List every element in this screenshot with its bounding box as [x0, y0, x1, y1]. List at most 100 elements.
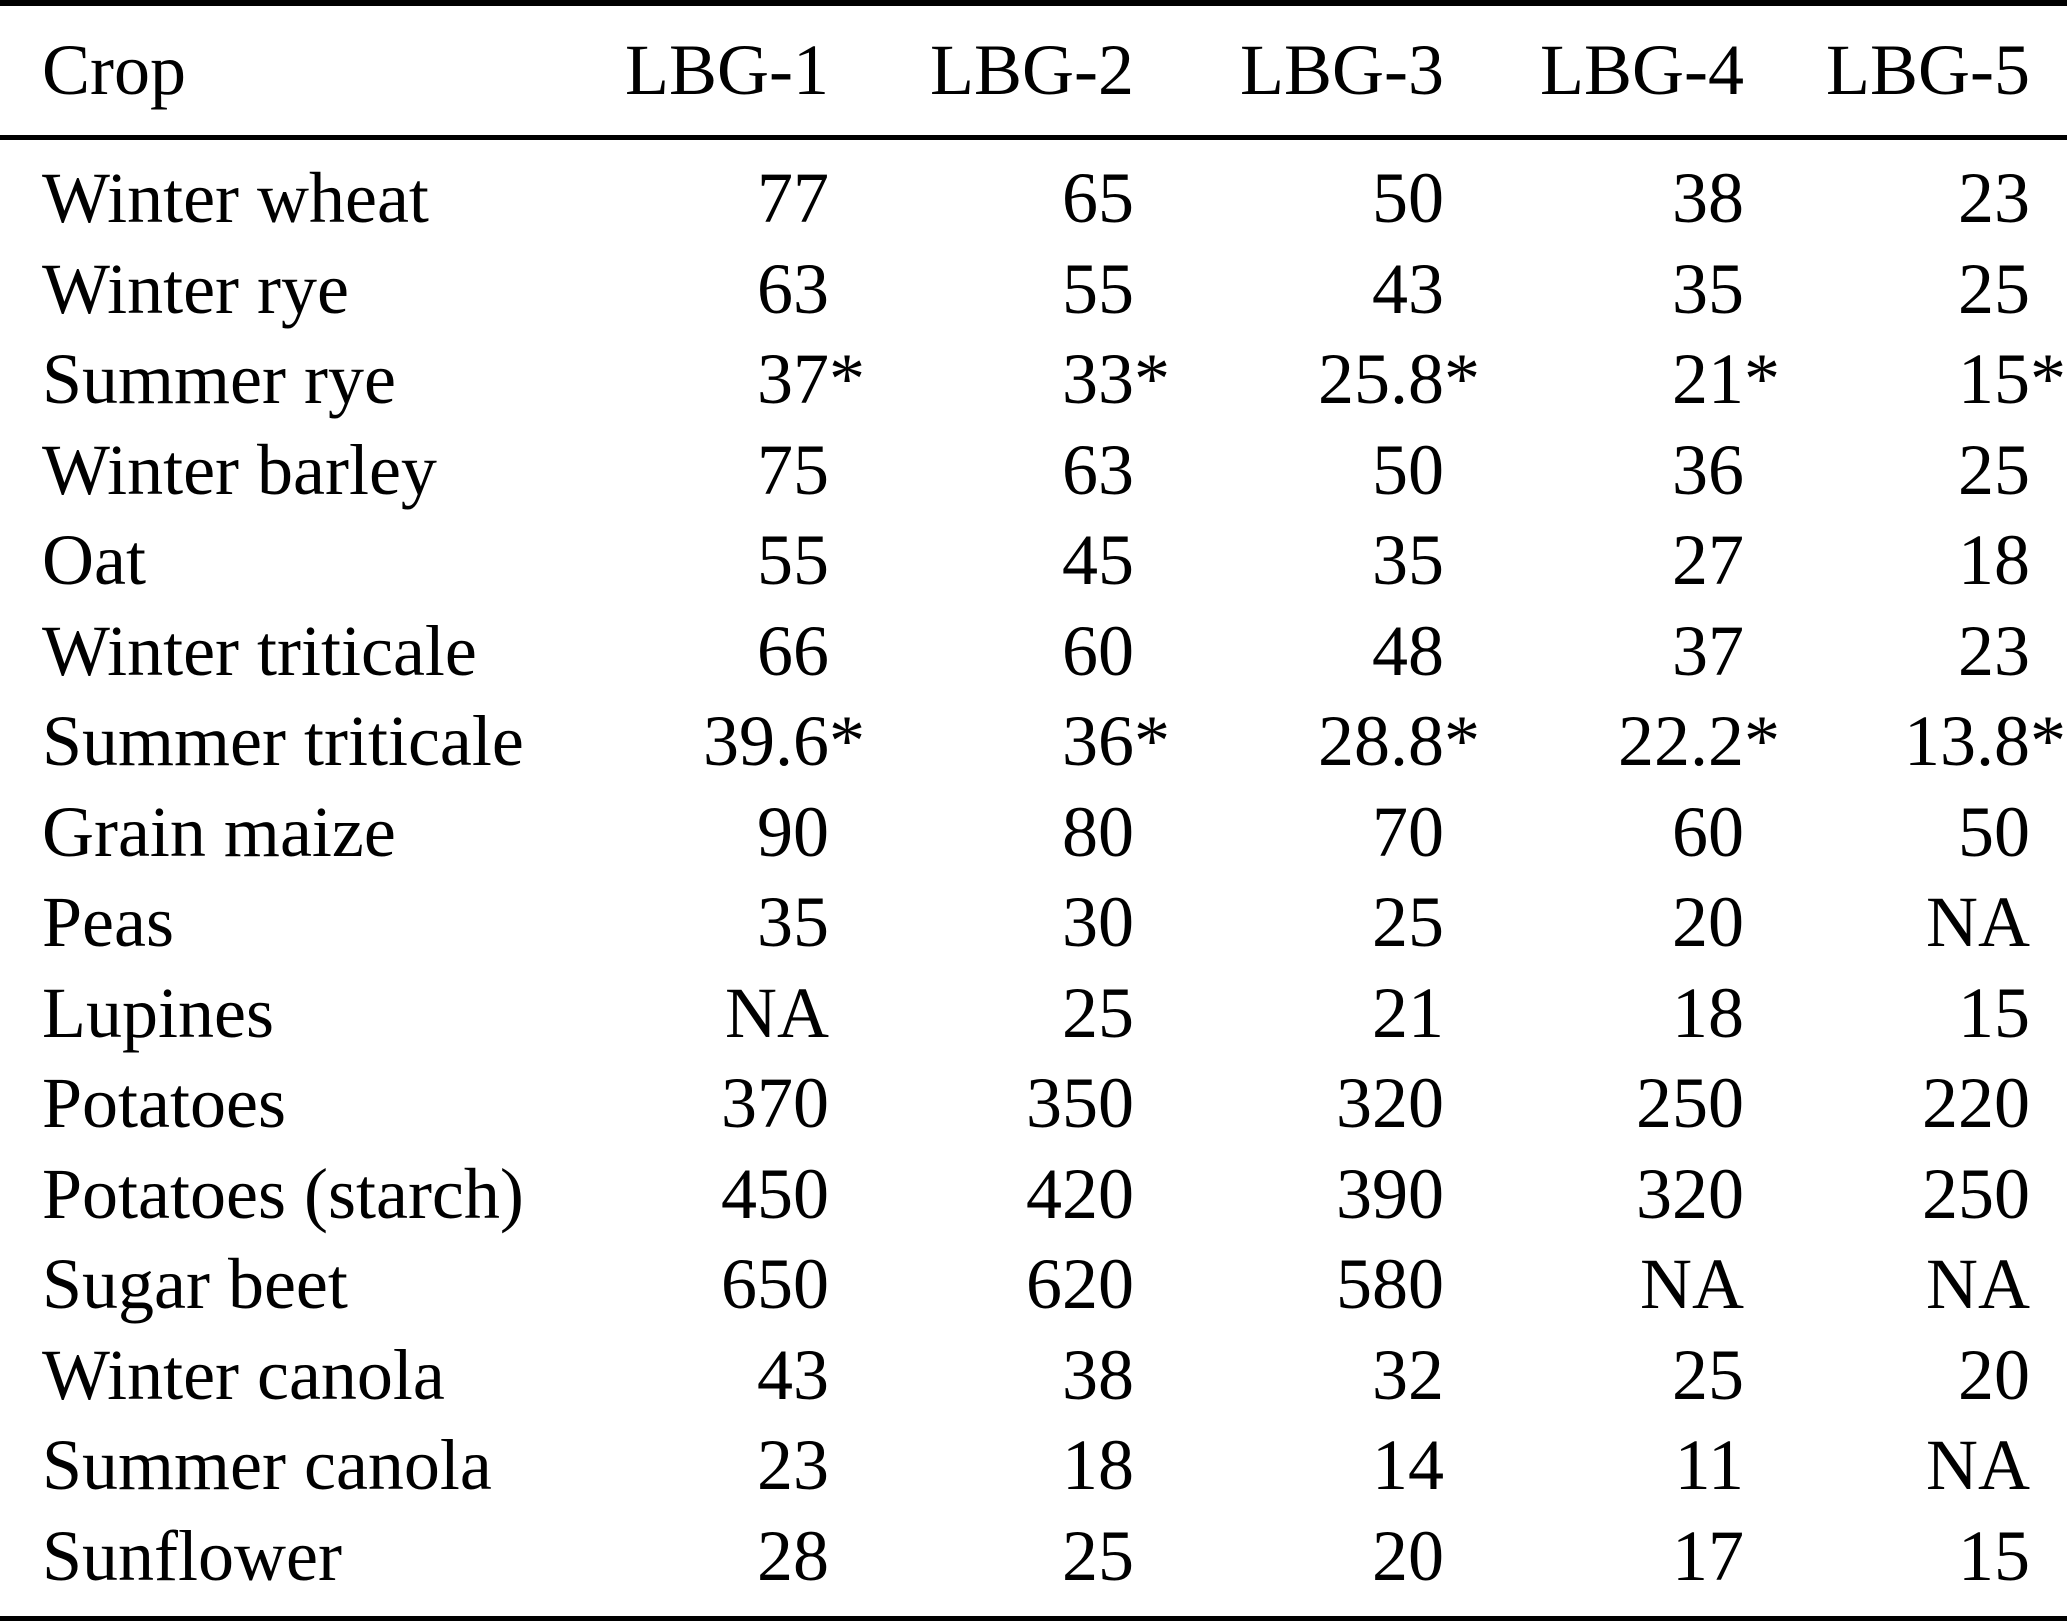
value-cell: 11 [1674, 1425, 1744, 1505]
value-cell: 25 [1672, 1334, 1744, 1415]
value-cell: 450 [721, 1153, 829, 1234]
table-row: Winter barley 75 63 50 36 25 [0, 425, 2067, 516]
crop-name-cell: Peas [42, 882, 174, 962]
crop-name-cell: Winter rye [42, 248, 349, 329]
value-cell: 77 [757, 158, 829, 238]
value-cell: 60 [1062, 610, 1134, 691]
value-cell: 23 [1958, 158, 2030, 238]
table-row: Winter rye 63 55 43 35 25 [0, 244, 2067, 335]
value-cell: 250 [1636, 1063, 1744, 1143]
value-cell: 20 [1372, 1515, 1444, 1596]
value-cell: 13.8* [1904, 701, 2066, 781]
value-cell: 38 [1672, 158, 1744, 238]
value-cell: 14 [1372, 1425, 1444, 1505]
col-header-crop: Crop [0, 3, 590, 140]
value-cell: 66 [757, 610, 829, 691]
value-cell: 63 [757, 248, 829, 329]
table-row: Sunflower 28 25 20 17 15 [0, 1511, 2067, 1619]
value-cell: 25 [1958, 429, 2030, 510]
value-cell: 220 [1922, 1063, 2030, 1143]
crop-name-cell: Sugar beet [42, 1244, 348, 1324]
value-cell: 25 [1062, 972, 1134, 1053]
col-header-lbg-1: LBG-1 [590, 3, 830, 140]
value-cell: 650 [721, 1244, 829, 1324]
value-cell: 27 [1672, 520, 1744, 600]
value-cell: 37 [1672, 610, 1744, 691]
table-row: Sugar beet 650 620 580 NA NA [0, 1239, 2067, 1330]
crop-name-cell: Sunflower [42, 1515, 342, 1596]
value-cell: NA [1926, 1244, 2030, 1324]
value-cell: 50 [1372, 158, 1444, 238]
table-header: Crop LBG-1 LBG-2 LBG-3 LBG-4 LBG-5 [0, 3, 2067, 140]
table-row: Winter canola 43 38 32 25 20 [0, 1330, 2067, 1421]
value-cell: 75 [757, 429, 829, 510]
value-cell: 37* [757, 339, 865, 419]
value-cell: 38 [1062, 1334, 1134, 1415]
value-cell: 30 [1062, 882, 1134, 962]
crop-name-cell: Lupines [42, 972, 274, 1053]
value-cell: 35 [1372, 520, 1444, 600]
value-cell: 90 [757, 791, 829, 872]
value-cell: 21 [1372, 972, 1444, 1053]
value-cell: 390 [1336, 1153, 1444, 1234]
value-cell: NA [725, 972, 829, 1053]
value-cell: NA [1640, 1244, 1744, 1324]
col-header-lbg-4: LBG-4 [1445, 3, 1745, 140]
value-cell: 320 [1636, 1153, 1744, 1234]
crop-name-cell: Winter wheat [42, 158, 429, 238]
value-cell: 70 [1372, 791, 1444, 872]
value-cell: 250 [1922, 1153, 2030, 1234]
value-cell: 80 [1062, 791, 1134, 872]
value-cell: 55 [1062, 248, 1134, 329]
value-cell: 18 [1062, 1425, 1134, 1505]
value-cell: 15 [1958, 972, 2030, 1053]
crop-name-cell: Grain maize [42, 791, 396, 872]
header-row: Crop LBG-1 LBG-2 LBG-3 LBG-4 LBG-5 [0, 3, 2067, 140]
table-row: Winter wheat 77 65 50 38 23 [0, 138, 2067, 244]
table-row: Summer canola 23 18 14 11 NA [0, 1420, 2067, 1511]
crop-name-cell: Summer triticale [42, 701, 524, 781]
value-cell: 320 [1336, 1063, 1444, 1143]
table-row: Potatoes 370 350 320 250 220 [0, 1058, 2067, 1149]
table-row: Winter triticale 66 60 48 37 23 [0, 606, 2067, 697]
value-cell: 21* [1672, 339, 1780, 419]
value-cell: 35 [757, 882, 829, 962]
crop-name-cell: Potatoes [42, 1063, 286, 1143]
crop-name-cell: Oat [42, 520, 146, 600]
value-cell: 48 [1372, 610, 1444, 691]
crop-name-cell: Winter barley [42, 429, 437, 510]
value-cell: 20 [1672, 882, 1744, 962]
value-cell: 28.8* [1318, 701, 1480, 781]
value-cell: NA [1926, 882, 2030, 962]
value-cell: 15* [1958, 339, 2066, 419]
value-cell: 620 [1026, 1244, 1134, 1324]
value-cell: 65 [1062, 158, 1134, 238]
crop-name-cell: Summer rye [42, 339, 396, 419]
value-cell: 17 [1672, 1515, 1744, 1596]
table-row: Potatoes (starch) 450 420 390 320 250 [0, 1149, 2067, 1240]
value-cell: 25 [1372, 882, 1444, 962]
col-header-lbg-5: LBG-5 [1745, 3, 2067, 140]
value-cell: 25 [1958, 248, 2030, 329]
col-header-lbg-2: LBG-2 [830, 3, 1135, 140]
value-cell: 63 [1062, 429, 1134, 510]
value-cell: 25.8* [1318, 339, 1480, 419]
table-row: Oat 55 45 35 27 18 [0, 515, 2067, 606]
value-cell: 25 [1062, 1515, 1134, 1596]
value-cell: 33* [1062, 339, 1170, 419]
crop-name-cell: Winter canola [42, 1334, 445, 1415]
value-cell: 36 [1672, 429, 1744, 510]
crop-name-cell: Winter triticale [42, 610, 477, 691]
value-cell: 50 [1958, 791, 2030, 872]
value-cell: 15 [1958, 1515, 2030, 1596]
value-cell: 50 [1372, 429, 1444, 510]
value-cell: 43 [1372, 248, 1444, 329]
value-cell: 18 [1672, 972, 1744, 1053]
table-row: Lupines NA 25 21 18 15 [0, 968, 2067, 1059]
value-cell: 23 [757, 1425, 829, 1505]
value-cell: 60 [1672, 791, 1744, 872]
table-row: Summer triticale 39.6* 36* 28.8* 22.2* 13.8* [0, 696, 2067, 787]
value-cell: 20 [1958, 1334, 2030, 1415]
table-row: Summer rye 37* 33* 25.8* 21* 15* [0, 334, 2067, 425]
